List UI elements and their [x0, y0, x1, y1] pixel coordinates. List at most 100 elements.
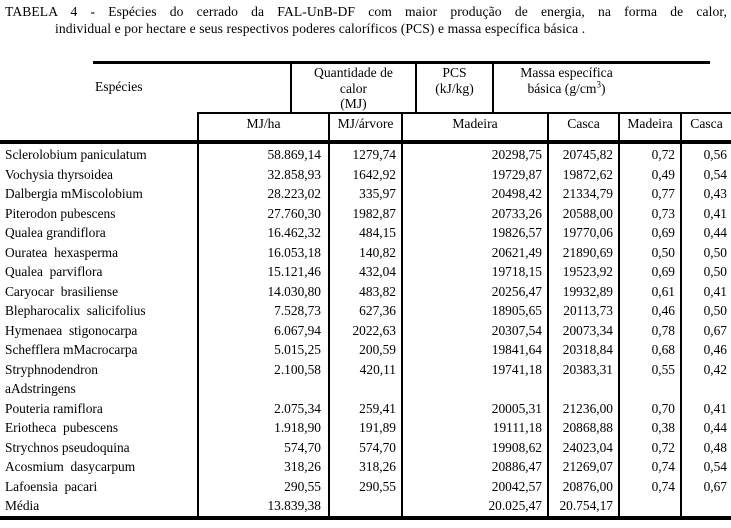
subheader-top-rule: [197, 112, 731, 114]
cell-me-casca: 0,46: [703, 342, 727, 357]
cell-pcs-madeira: 20005,31: [491, 400, 542, 416]
cell-me-madeira: 0,70: [651, 400, 675, 416]
cell-me-casca: 0,54: [703, 459, 727, 474]
massa-unit-superscript: 3: [596, 79, 602, 90]
cell-me-madeira: 0,69: [651, 225, 675, 240]
cell-me-madeira: 0,74: [651, 459, 675, 474]
cell-species: Vochysia thyrsoidea: [5, 166, 113, 182]
column-header-pcs: PCS (kJ/kg): [417, 65, 492, 96]
cell-me-casca: 0,67: [703, 478, 727, 494]
cell-me-madeira: 0,50: [651, 244, 675, 260]
column-divider-rule: [547, 112, 549, 518]
cell-mj-ha: 290,55: [284, 478, 321, 494]
table-row-media: Média 13.839,38 20.025,47 20.754,17: [0, 496, 731, 516]
cell-pcs-casca: 19523,92: [562, 264, 613, 279]
column-header-pcs-line2: (kJ/kg): [435, 80, 474, 96]
cell-me-casca: 0,43: [703, 186, 727, 201]
cell-mj-ha: 32.858,93: [267, 166, 321, 182]
cell-mj-ha: 2.075,34: [274, 400, 321, 416]
table-row: Lafoensia pacari 290,55 290,55 20042,57 …: [0, 477, 731, 497]
cell-mj-ha: 16.053,18: [267, 244, 321, 260]
cell-pcs-casca: 21334,79: [562, 186, 613, 201]
cell-mj-arvore: 335,97: [359, 186, 396, 201]
cell-me-casca: 0,56: [703, 147, 727, 162]
column-divider-rule: [197, 112, 199, 518]
table-caption-line1: TABELA 4 - Espécies do cerrado da FAL-Un…: [5, 4, 727, 19]
cell-me-casca: 0,54: [703, 166, 727, 182]
header-divider-rule: [492, 61, 494, 113]
cell-mj-arvore: 627,36: [359, 303, 396, 318]
table-row: Pouteria ramiflora 2.075,34 259,41 20005…: [0, 399, 731, 419]
cell-mj-arvore: 574,70: [359, 439, 396, 455]
cell-me-madeira: 0,46: [651, 303, 675, 318]
table-row: Ouratea hexasperma 16.053,18 140,82 2062…: [0, 243, 731, 263]
cell-me-casca: 0,67: [703, 322, 727, 338]
column-divider-rule: [680, 112, 682, 518]
table-caption-line2: individual e por hectare e seus respecti…: [55, 21, 586, 36]
cell-me-madeira: 0,49: [651, 166, 675, 182]
cell-mj-arvore: 1982,87: [352, 205, 396, 221]
table-row: Piterodon pubescens 27.760,30 1982,87 20…: [0, 204, 731, 224]
table-row: Stryphnodendron aAdstringens 2.100,58 42…: [0, 360, 731, 399]
massa-unit-text: básica (g/cm: [527, 80, 597, 96]
cell-mj-arvore: 2022,63: [352, 322, 396, 338]
subheader-mj-arvore: MJ/árvore: [337, 116, 394, 131]
cell-species: Lafoensia pacari: [5, 478, 98, 494]
table-row: Schefflera mMacrocarpa 5.015,25 200,59 1…: [0, 340, 731, 360]
cell-mj-arvore: 484,15: [359, 225, 396, 240]
cell-species: Caryocar brasiliense: [5, 283, 119, 299]
cell-mj-arvore: 1642,92: [352, 166, 396, 182]
cell-mj-arvore: 483,82: [359, 283, 396, 299]
cell-me-madeira: 0,38: [651, 420, 675, 435]
table-row: Qualea grandiflora 16.462,32 484,15 1982…: [0, 223, 731, 243]
subheader-me-casca: Casca: [690, 116, 723, 131]
cell-pcs-madeira: 20886,47: [491, 459, 542, 474]
subheader-mj-ha: MJ/ha: [246, 116, 281, 131]
cell-species: Stryphnodendron aAdstringens: [5, 361, 98, 397]
cell-species: Ouratea hexasperma: [5, 244, 119, 260]
cell-mj-arvore: 432,04: [359, 264, 396, 279]
column-divider-rule: [328, 112, 330, 518]
cell-mj-arvore: 318,26: [359, 459, 396, 474]
cell-pcs-casca: 20113,73: [563, 303, 613, 318]
column-divider-rule: [401, 112, 403, 518]
column-header-quantidade-line1: Quantidade de: [314, 65, 393, 80]
table-row: Hymenaea stigonocarpa 6.067,94 2022,63 2…: [0, 321, 731, 341]
cell-mj-ha: 1.918,90: [274, 420, 321, 435]
cell-mj-arvore: 140,82: [359, 244, 396, 260]
column-divider-rule: [618, 112, 620, 518]
cell-me-madeira: 0,77: [651, 186, 675, 201]
column-header-quantidade-calor: Quantidade de calor (MJ): [292, 65, 415, 112]
cell-me-casca: 0,41: [703, 283, 727, 299]
cell-pcs-madeira: 20733,26: [491, 205, 542, 221]
cell-pcs-casca: 19770,06: [562, 225, 613, 240]
cell-mj-arvore: 191,89: [359, 420, 396, 435]
table-row: Acosmium dasycarpum 318,26 318,26 20886,…: [0, 457, 731, 477]
cell-species: Média: [5, 498, 40, 513]
cell-mj-ha: 318,26: [284, 459, 321, 474]
cell-me-madeira: 0,72: [651, 147, 675, 162]
cell-me-casca: 0,50: [703, 264, 727, 279]
cell-mj-ha: 5.015,25: [274, 342, 321, 357]
cell-pcs-madeira: 19908,62: [491, 439, 542, 455]
cell-mj-arvore: 290,55: [359, 478, 396, 494]
cell-mj-ha: 14.030,80: [267, 283, 321, 299]
cell-me-madeira: 0,61: [651, 283, 675, 299]
cell-pcs-madeira: 20498,42: [491, 186, 542, 201]
column-header-pcs-line1: PCS: [442, 65, 467, 80]
table-body: Sclerolobium paniculatum 58.869,14 1279,…: [0, 145, 731, 516]
cell-me-madeira: 0,68: [651, 342, 675, 357]
table-row: Sclerolobium paniculatum 58.869,14 1279,…: [0, 145, 731, 165]
table-row: Qualea parviflora 15.121,46 432,04 19718…: [0, 262, 731, 282]
cell-mj-ha: 7.528,73: [274, 303, 321, 318]
column-header-massa-especifica: Massa específica básica (g/cm3): [494, 65, 639, 96]
cell-pcs-casca: 21890,69: [562, 244, 613, 260]
cell-pcs-madeira: 20042,57: [491, 478, 542, 494]
cell-mj-ha: 13.839,38: [267, 498, 321, 513]
cell-pcs-casca: 20876,00: [562, 478, 613, 494]
table-row: Caryocar brasiliense 14.030,80 483,82 20…: [0, 282, 731, 302]
massa-unit-close: ): [601, 80, 606, 96]
cell-me-madeira: 0,69: [651, 264, 675, 279]
header-divider-rule: [290, 61, 292, 113]
cell-mj-ha: 16.462,32: [267, 225, 321, 240]
